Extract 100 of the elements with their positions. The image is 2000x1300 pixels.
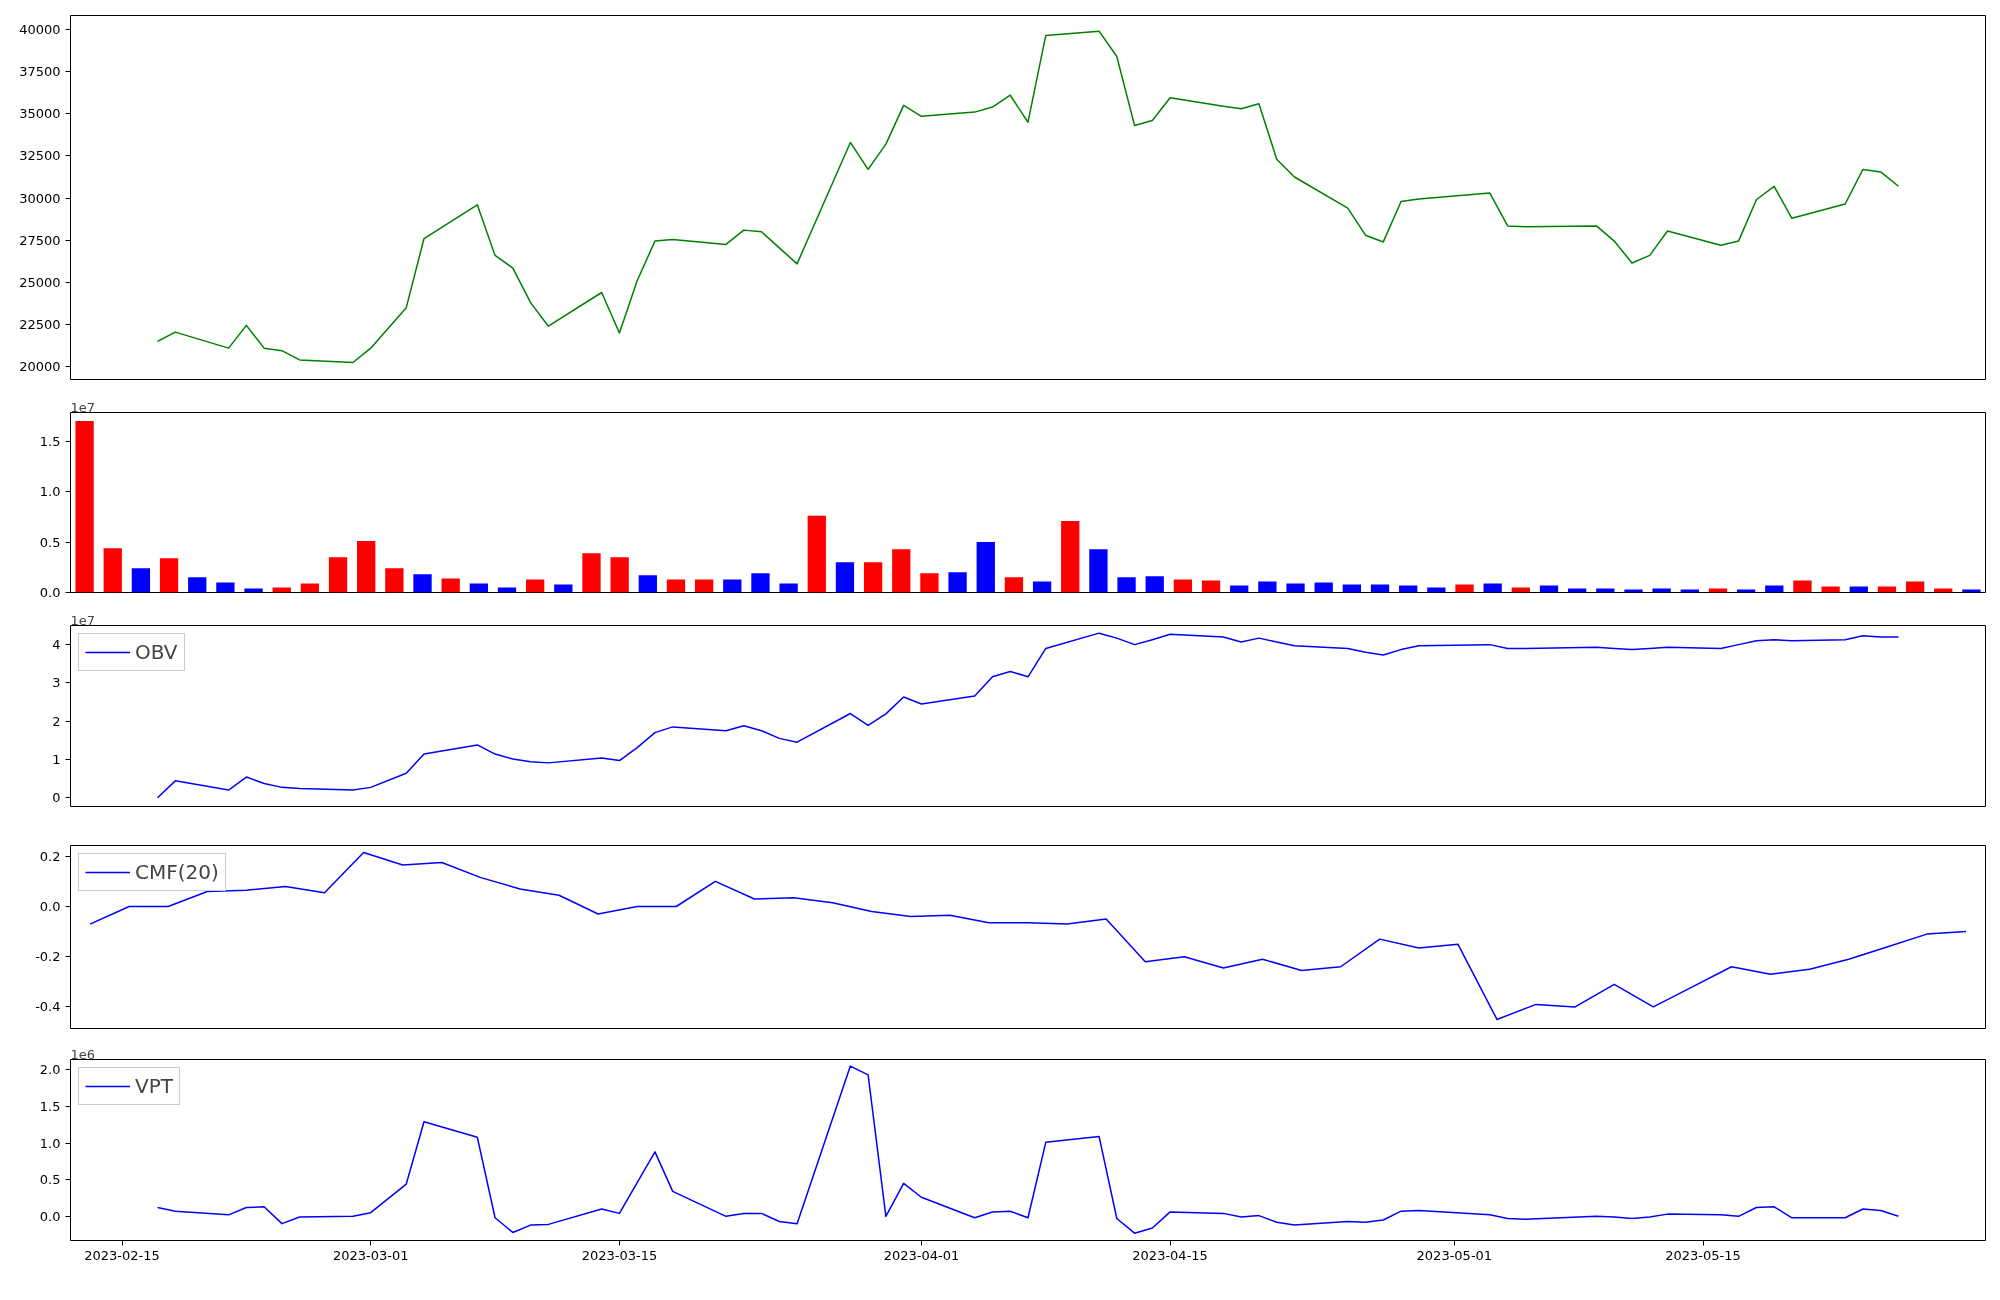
x-tick-label: 2023-04-01 [883, 1247, 960, 1263]
y-tick-label: 4 [52, 637, 61, 653]
bar [1370, 584, 1390, 593]
bar [1399, 585, 1418, 593]
line-series [156, 30, 1900, 364]
x-tick-label: 2023-05-15 [1665, 1247, 1741, 1263]
bar [1089, 549, 1108, 593]
bar [1117, 577, 1136, 593]
bar [75, 421, 94, 593]
bar [216, 582, 235, 593]
bar [976, 542, 995, 593]
bar [300, 583, 320, 593]
bar [694, 579, 714, 593]
bar [497, 587, 517, 593]
bar [835, 562, 855, 593]
bar [863, 562, 883, 593]
bar [892, 549, 911, 593]
x-tick-label: 2023-02-15 [84, 1247, 160, 1263]
y-tick-label: 0.0 [39, 1208, 61, 1224]
y-tick-label: 0.5 [39, 1172, 61, 1188]
y-tick-label: 3 [52, 675, 61, 691]
bar [920, 573, 939, 593]
bar [948, 572, 967, 593]
y-tick-label: -0.4 [35, 999, 61, 1015]
bar [666, 579, 686, 593]
bar [1427, 587, 1446, 593]
bar [1258, 581, 1277, 593]
bar [1680, 589, 1699, 593]
bar [244, 588, 263, 593]
legend-label: CMF(20) [135, 860, 219, 884]
bar [1568, 588, 1587, 593]
legend-label: VPT [135, 1074, 173, 1098]
bar [1934, 588, 1953, 593]
y-tick-label: 1.0 [39, 484, 61, 500]
bar [779, 583, 798, 593]
bar [1286, 583, 1305, 593]
bar [103, 548, 122, 593]
bar [1061, 520, 1080, 593]
bar [385, 568, 404, 593]
bar [188, 577, 207, 593]
y-tick-label: 20000 [19, 359, 61, 375]
bar [1230, 585, 1249, 593]
y-tick-label: 25000 [19, 274, 61, 290]
annotation: 1e7 [70, 399, 96, 415]
bar [554, 584, 573, 593]
x-tick-label: 2023-03-01 [332, 1247, 409, 1263]
bar [1596, 588, 1615, 593]
x-tick-label: 2023-05-01 [1416, 1247, 1493, 1263]
y-tick-label: 1.0 [39, 1135, 61, 1151]
y-tick-label: 1.5 [39, 1098, 61, 1114]
bar [1793, 580, 1812, 593]
bar [1342, 584, 1362, 593]
bar [1004, 577, 1024, 593]
bar [1539, 585, 1559, 593]
annotation: 1e7 [70, 612, 96, 628]
y-tick-label: 40000 [19, 21, 61, 37]
x-tick-label: 2023-03-15 [581, 1247, 658, 1263]
bar [1201, 580, 1221, 593]
legend-label: OBV [135, 640, 178, 664]
bar [1145, 576, 1164, 593]
bar [1736, 589, 1756, 593]
y-tick-label: 37500 [19, 64, 61, 80]
annotation: 1e6 [70, 1046, 96, 1062]
y-tick-label: 30000 [19, 190, 61, 206]
y-tick-label: 1 [52, 751, 61, 767]
y-tick-label: 2.0 [39, 1062, 61, 1078]
bar [1849, 586, 1868, 593]
y-tick-label: 0.5 [39, 534, 61, 550]
bar [1455, 584, 1474, 593]
bar [1624, 589, 1643, 593]
bar [582, 553, 601, 593]
line-series [89, 851, 1967, 1021]
y-tick-label: 2 [52, 713, 61, 729]
bar [413, 574, 432, 593]
y-tick-label: 35000 [19, 106, 61, 122]
bar [807, 515, 826, 593]
bar [1877, 586, 1897, 593]
bar [159, 558, 179, 593]
bar [723, 579, 742, 593]
bar [638, 575, 657, 593]
bar [328, 557, 348, 593]
bar [1652, 588, 1671, 593]
bar [751, 573, 770, 593]
y-tick-label: 0.2 [39, 848, 61, 864]
bar [272, 587, 291, 593]
bar [1511, 587, 1530, 593]
bar [1173, 579, 1193, 593]
bar [1905, 581, 1925, 593]
y-tick-label: 0.0 [39, 585, 61, 600]
bar [1314, 582, 1333, 593]
bar [1821, 586, 1840, 593]
y-tick-label: 0 [52, 790, 61, 806]
bar [1765, 585, 1784, 593]
y-tick-label: 32500 [19, 148, 61, 164]
y-tick-label: 0.0 [39, 899, 61, 914]
bar [357, 541, 376, 593]
bar [131, 568, 151, 593]
y-tick-label: 1.5 [39, 433, 61, 449]
bar [441, 578, 460, 593]
bar [469, 583, 488, 593]
